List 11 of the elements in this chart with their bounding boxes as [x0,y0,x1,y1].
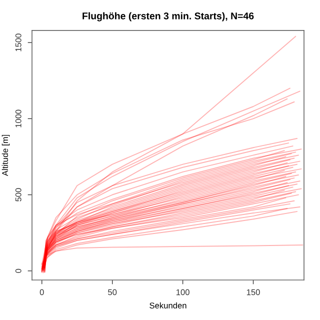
x-tick-label: 150 [246,289,260,296]
chart-title: Flughöhe (ersten 3 min. Starts), N=46 [82,12,254,22]
x-tick-label: 100 [176,289,190,296]
y-tick-label: 1000 [15,110,22,128]
y-axis-title: Altitude [m] [2,134,10,176]
y-tick-label: 0 [15,268,22,273]
y-tick-label: 1500 [15,34,22,52]
y-tick-label: 500 [15,188,22,202]
x-tick-label: 50 [108,289,117,296]
x-axis-title: Sekunden [150,302,186,308]
x-tick-label: 0 [40,289,44,296]
